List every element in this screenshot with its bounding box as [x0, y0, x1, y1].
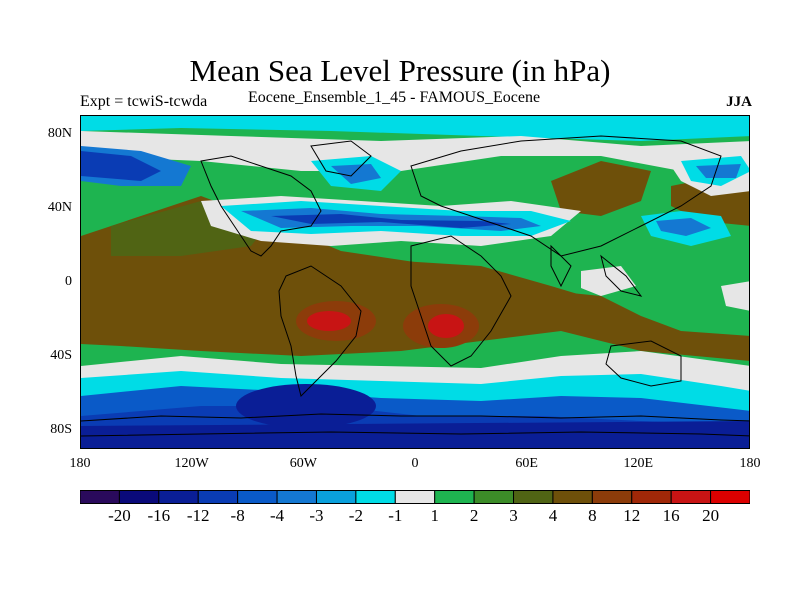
colorbar-swatch [631, 490, 672, 504]
experiment-name: Eocene_Ensemble_1_45 - FAMOUS_Eocene [248, 89, 541, 106]
map-panel [80, 115, 750, 449]
colorbar-swatch [355, 490, 396, 504]
pressure-map [81, 116, 749, 448]
lat-tick-label: 80S [50, 422, 72, 438]
colorbar-tick-label: 12 [623, 506, 641, 525]
colorbar-swatch [552, 490, 593, 504]
colorbar-swatch [710, 490, 750, 504]
lat-tick-label: 80N [47, 125, 72, 141]
colorbar-swatch [158, 490, 199, 504]
colorbar-swatch [591, 490, 633, 504]
lat-tick-label: 40N [47, 199, 72, 215]
colorbar-tick-label: -12 [186, 506, 210, 525]
colorbar-tick-label: 1 [430, 506, 439, 525]
lon-tick-label: 60W [289, 456, 317, 471]
lon-tick-label: 0 [411, 456, 419, 471]
lon-tick-label: 180 [69, 456, 91, 471]
colorbar-tick-label: 20 [702, 506, 720, 525]
colorbar-swatch [670, 490, 712, 504]
colorbar-swatch [118, 490, 160, 504]
colorbar-swatch [80, 490, 120, 504]
lon-tick-label: 180 [739, 456, 761, 471]
experiment-label: Expt = tcwiS-tcwda [80, 93, 208, 110]
colorbar-swatch [237, 490, 278, 504]
colorbar-tick-label: 8 [588, 506, 597, 525]
season-label: JJA [726, 94, 752, 110]
lon-tick-label: 120E [623, 456, 654, 471]
plot-title: Mean Sea Level Pressure (in hPa) [189, 53, 611, 88]
colorbar-tick-label: 16 [662, 506, 680, 525]
lon-tick-label: 120W [174, 456, 209, 471]
colorbar-tick-label: -8 [230, 506, 245, 525]
colorbar-tick-label: -4 [269, 506, 285, 525]
colorbar-tick-label: -20 [108, 506, 131, 525]
colorbar-tick-label: -1 [388, 506, 403, 525]
colorbar-tick-label: -2 [348, 506, 363, 525]
lon-tick-label: 60E [515, 456, 538, 471]
colorbar-swatch [197, 490, 239, 504]
colorbar-tick-label: -16 [147, 506, 171, 525]
colorbar-swatch [434, 490, 475, 504]
lat-tick-label: 40S [50, 348, 72, 364]
colorbar-swatch [315, 490, 357, 504]
lat-tick-label: 0 [65, 274, 72, 289]
colorbar-swatch [473, 490, 515, 504]
colorbar-tick-label: -3 [309, 506, 324, 525]
colorbar-swatch [513, 490, 554, 504]
colorbar-swatch [276, 490, 317, 504]
colorbar [80, 490, 750, 504]
colorbar-tick-label: 4 [548, 506, 558, 525]
colorbar-swatch [394, 490, 436, 504]
colorbar-tick-label: 2 [469, 506, 479, 525]
colorbar-tick-label: 3 [509, 506, 518, 525]
